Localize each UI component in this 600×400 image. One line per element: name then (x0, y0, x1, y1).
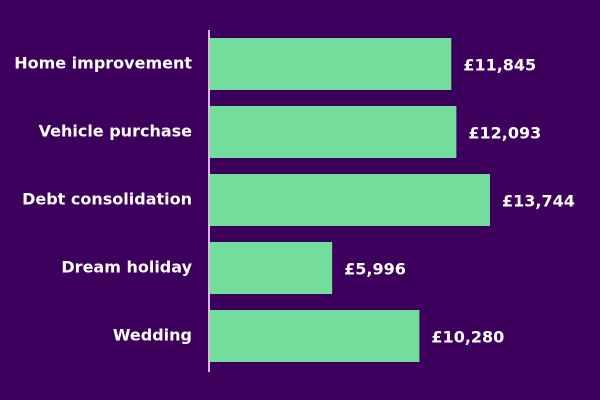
bar (210, 310, 420, 362)
bar (210, 38, 452, 90)
bar (210, 174, 490, 226)
category-label: Dream holiday (61, 258, 192, 277)
category-label: Debt consolidation (22, 190, 192, 209)
value-label: £13,744 (502, 192, 575, 211)
bar (210, 106, 457, 158)
value-label: £11,845 (463, 56, 536, 75)
value-label: £10,280 (431, 328, 504, 347)
bar (210, 242, 333, 294)
category-label: Wedding (113, 326, 192, 345)
value-label: £5,996 (344, 260, 406, 279)
category-label: Vehicle purchase (39, 122, 193, 141)
category-label: Home improvement (14, 54, 192, 73)
value-label: £12,093 (468, 124, 541, 143)
